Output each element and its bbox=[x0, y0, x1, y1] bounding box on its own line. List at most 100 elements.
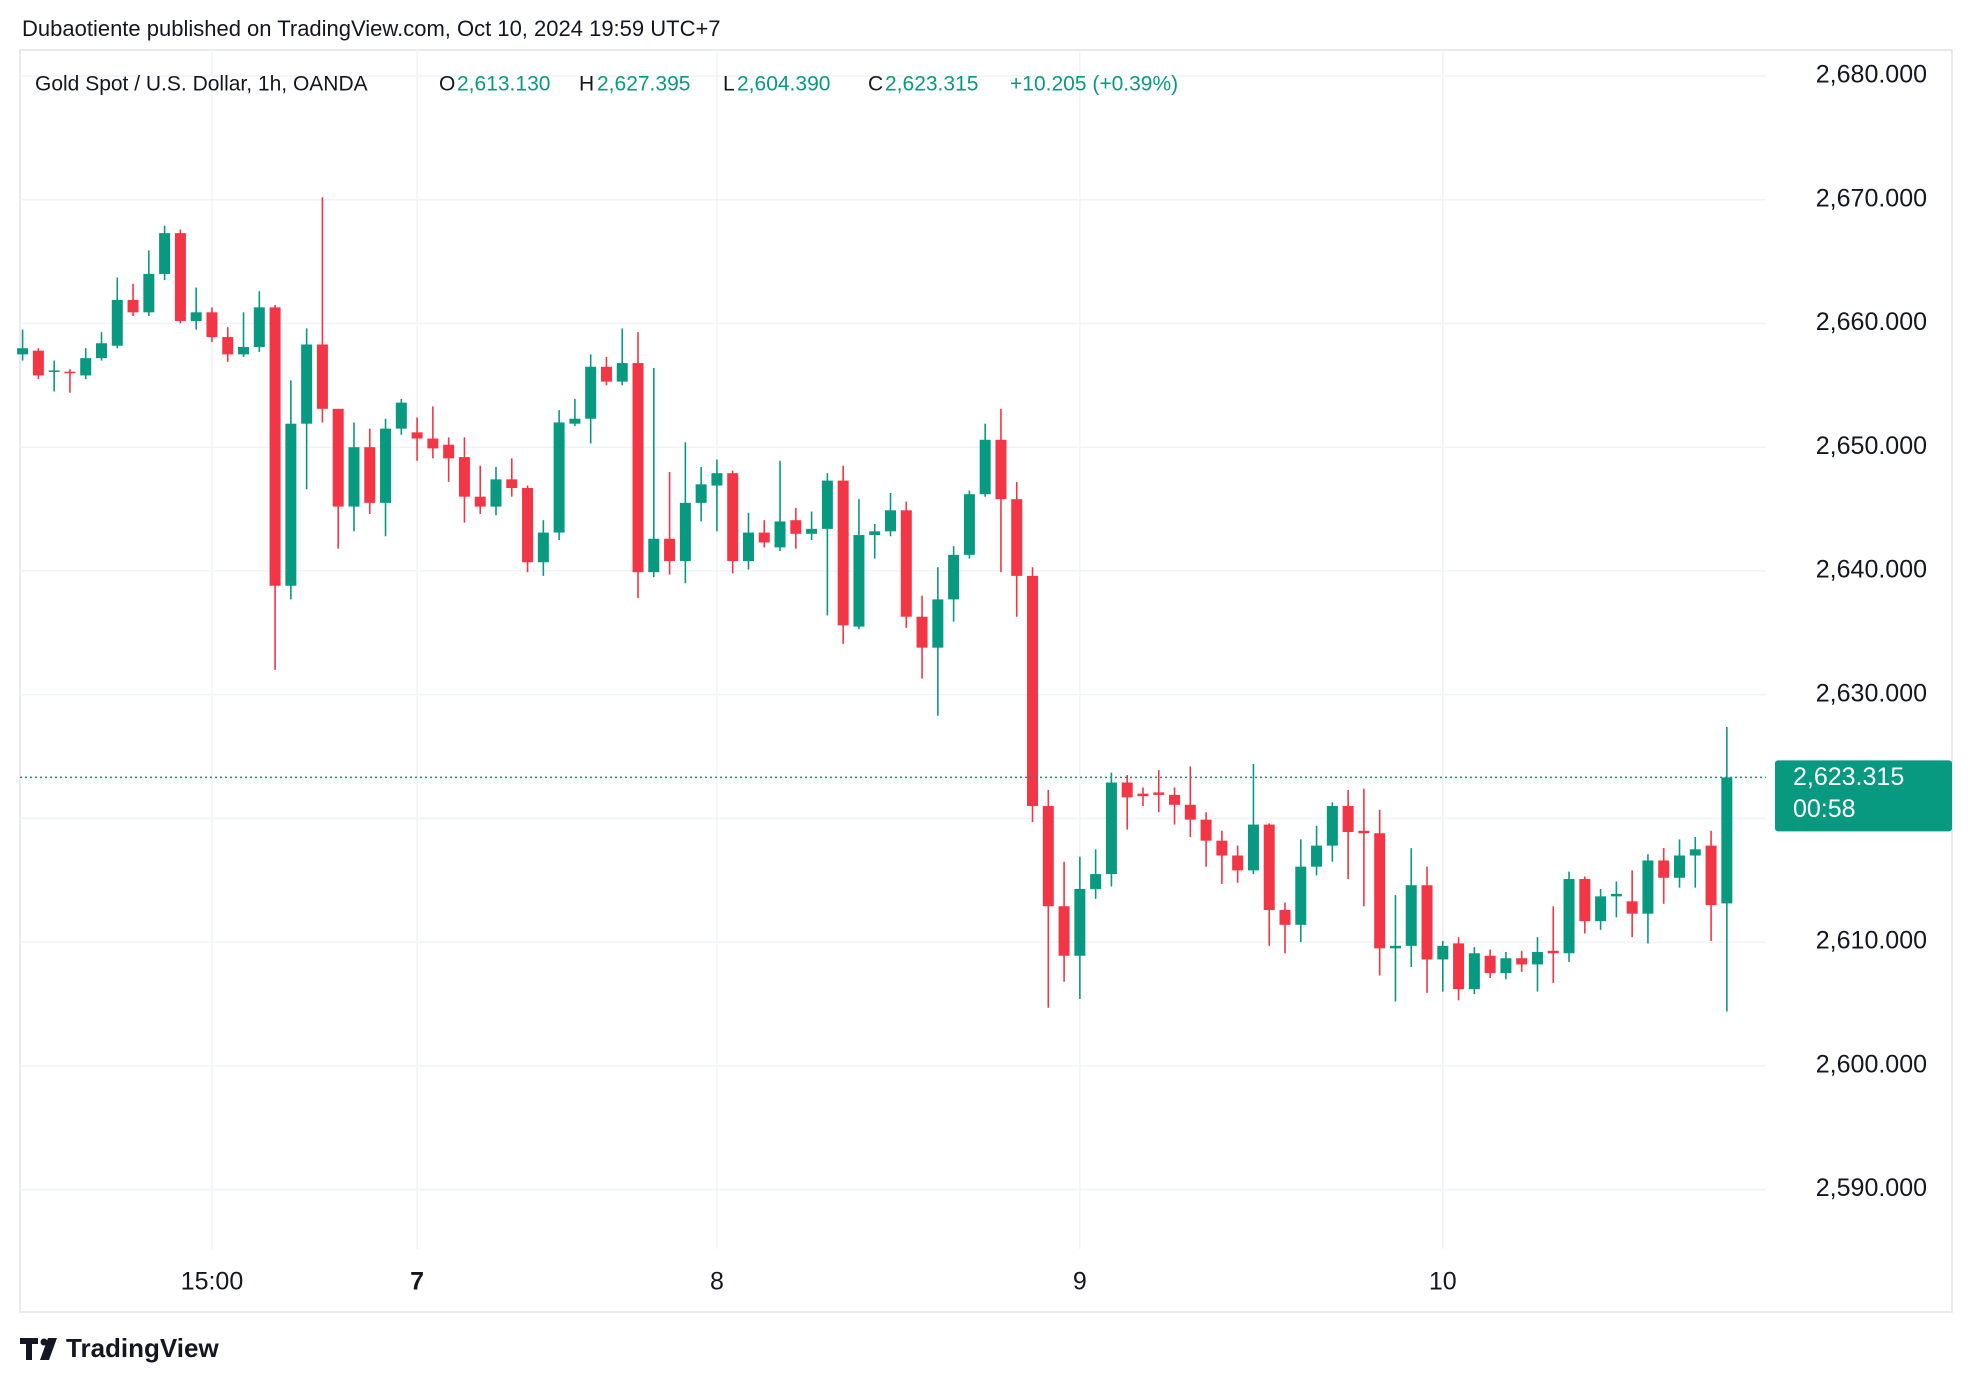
candle-body bbox=[948, 554, 960, 600]
candle-body bbox=[821, 480, 833, 529]
y-tick-label: 2,660.000 bbox=[1816, 308, 1927, 336]
candle-body bbox=[932, 599, 944, 648]
candle-body bbox=[695, 484, 707, 503]
candle-body bbox=[1689, 849, 1701, 856]
x-tick-label: 8 bbox=[710, 1268, 724, 1296]
brand-logo[interactable]: TradingView bbox=[20, 1333, 219, 1363]
candle-body bbox=[1042, 806, 1054, 907]
logo-shape bbox=[40, 1338, 57, 1360]
candle-body bbox=[1358, 830, 1370, 834]
candle-body bbox=[1721, 777, 1733, 904]
candle-body bbox=[159, 233, 171, 274]
candle-body bbox=[143, 273, 155, 313]
candle-body bbox=[742, 532, 754, 562]
candle-body bbox=[1610, 893, 1622, 897]
candle-body bbox=[1153, 792, 1165, 795]
candle-body bbox=[1058, 906, 1070, 956]
x-tick-label: 10 bbox=[1429, 1268, 1457, 1296]
x-tick-label: 15:00 bbox=[181, 1268, 244, 1296]
candle-body bbox=[1658, 860, 1670, 878]
candle-body bbox=[1705, 845, 1717, 906]
candle-body bbox=[1626, 901, 1638, 914]
ohlc-value: 2,613.130 bbox=[457, 73, 550, 96]
candle-body bbox=[348, 447, 360, 507]
candle-body bbox=[885, 510, 896, 532]
candle-body bbox=[632, 363, 644, 573]
candle-body bbox=[1342, 806, 1354, 833]
ohlc-key: L bbox=[723, 73, 735, 96]
candle-body bbox=[537, 532, 549, 563]
candle-body bbox=[1374, 833, 1386, 949]
price-label: 2,623.315 bbox=[1793, 763, 1904, 791]
candle-body bbox=[837, 480, 849, 626]
candle-body bbox=[80, 358, 92, 376]
candle-body bbox=[1247, 824, 1259, 871]
brand-name: TradingView bbox=[66, 1333, 219, 1363]
candle-body bbox=[679, 502, 691, 562]
candle-body bbox=[1311, 845, 1323, 867]
candle-body bbox=[1563, 879, 1575, 954]
candle-body bbox=[664, 538, 676, 562]
candle-body bbox=[506, 479, 518, 489]
candle-body bbox=[1169, 794, 1181, 805]
candle-body bbox=[380, 428, 392, 503]
y-tick-label: 2,680.000 bbox=[1816, 61, 1927, 89]
candle-body bbox=[616, 363, 628, 382]
candle-body bbox=[1500, 958, 1512, 974]
candle-body bbox=[916, 616, 928, 648]
candle-body bbox=[1642, 860, 1654, 914]
candle-body bbox=[585, 366, 597, 419]
candle-body bbox=[600, 366, 612, 382]
candle-body bbox=[900, 510, 912, 617]
ohlc-value: 2,627.395 bbox=[597, 73, 690, 96]
candle-body bbox=[1121, 782, 1133, 798]
plot: 2,590.000 2,600.000 2,610.000 2,630.000 2,64… bbox=[17, 50, 1952, 1296]
y-tick-label: 2,650.000 bbox=[1816, 432, 1927, 460]
logo-shape bbox=[40, 1338, 48, 1346]
candle-body bbox=[1389, 945, 1401, 949]
candle-body bbox=[1547, 950, 1559, 954]
countdown: 00:58 bbox=[1793, 795, 1856, 823]
logo-shape bbox=[20, 1338, 38, 1360]
attribution: Dubaotiente published on TradingView.com… bbox=[22, 16, 721, 41]
candle-body bbox=[727, 473, 739, 562]
candle-body bbox=[17, 348, 29, 355]
candle-body bbox=[190, 312, 202, 321]
ohlc-legend: O 2,613.130 H 2,627.395 L 2,604.390 C 2,623.315… bbox=[439, 73, 1178, 96]
candle-body bbox=[869, 531, 881, 536]
candle-body bbox=[806, 528, 818, 534]
candle-body bbox=[1295, 866, 1307, 925]
x-tick-label: 9 bbox=[1073, 1268, 1087, 1296]
candle-body bbox=[995, 439, 1007, 500]
candle-body bbox=[1531, 952, 1543, 965]
candle-body bbox=[127, 299, 139, 313]
candle-body bbox=[1027, 575, 1039, 807]
candle-body bbox=[32, 350, 44, 376]
candle-body bbox=[174, 233, 186, 321]
candle-body bbox=[1405, 885, 1417, 946]
candle-body bbox=[1263, 824, 1275, 910]
chart-frame bbox=[19, 49, 1953, 1313]
symbol[interactable]: Gold Spot / U.S. Dollar, 1h, OANDA bbox=[35, 73, 368, 96]
candle-body bbox=[1279, 909, 1291, 925]
candle-body bbox=[1137, 793, 1149, 797]
candle-body bbox=[395, 402, 407, 429]
ohlc-value: 2,604.390 bbox=[737, 73, 830, 96]
candle-body bbox=[1090, 874, 1102, 889]
candle-body bbox=[1595, 896, 1607, 922]
candle-body bbox=[443, 444, 455, 459]
candle-body bbox=[285, 423, 297, 586]
candle-body bbox=[758, 532, 770, 543]
candle-body bbox=[522, 488, 534, 563]
x-tick-label: 7 bbox=[410, 1268, 424, 1296]
price-label-box bbox=[1775, 760, 1952, 832]
y-tick-label: 2,670.000 bbox=[1816, 184, 1927, 212]
candle-body bbox=[569, 418, 581, 424]
ohlc-key: O bbox=[439, 73, 455, 96]
candle-body bbox=[301, 344, 313, 424]
candle-body bbox=[427, 438, 439, 449]
candle-body bbox=[1074, 888, 1086, 956]
candle-body bbox=[474, 496, 486, 507]
candle-body bbox=[1516, 958, 1528, 965]
